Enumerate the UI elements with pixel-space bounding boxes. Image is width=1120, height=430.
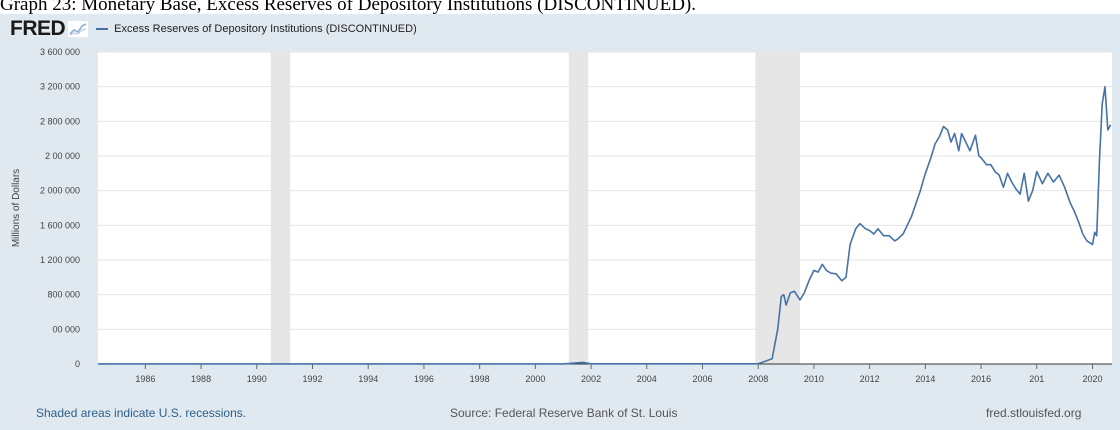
x-tick-label: 2014 <box>915 374 935 384</box>
x-tick-label: 2008 <box>748 374 768 384</box>
chart-header: FRED Excess Reserves of Depository Insti… <box>10 17 417 40</box>
y-axis-ticks: 0 00 000 800 000 1 200 000 1 600 000 2 000 00… <box>40 47 80 369</box>
chart-panel: FRED Excess Reserves of Depository Insti… <box>0 14 1120 430</box>
recession-band <box>755 52 800 364</box>
y-tick-label: 1 200 000 <box>40 255 80 265</box>
source-note: Source: Federal Reserve Bank of St. Loui… <box>450 406 678 420</box>
y-tick-label: 2 800 000 <box>40 116 80 126</box>
x-tick-label: 2020 <box>1082 374 1102 384</box>
x-tick-label: 1992 <box>302 374 322 384</box>
recession-band <box>270 52 291 364</box>
y-tick-label: 3 600 000 <box>40 47 80 57</box>
line-chart: 0 00 000 800 000 1 200 000 1 600 000 2 000 00… <box>11 47 1112 384</box>
x-tick-label: 2002 <box>581 374 601 384</box>
site-link[interactable]: fred.stlouisfed.org <box>986 406 1082 420</box>
recession-band <box>568 52 589 364</box>
x-tick-label: 1994 <box>358 374 378 384</box>
x-tick-label: 2016 <box>971 374 991 384</box>
y-tick-label: 1 600 000 <box>40 220 80 230</box>
legend-line-swatch <box>96 28 109 30</box>
y-axis-label: Millions of Dollars <box>11 169 22 247</box>
x-tick-label: 1990 <box>247 374 267 384</box>
x-tick-label: 1986 <box>135 374 155 384</box>
x-tick-label: 201 <box>1029 374 1044 384</box>
y-tick-label: 00 000 <box>52 324 80 334</box>
legend-series-title[interactable]: Excess Reserves of Depository Institutio… <box>114 23 417 35</box>
x-tick-label: 2004 <box>637 374 657 384</box>
page-caption: Graph 23: Monetary Base, Excess Reserves… <box>0 0 697 15</box>
x-axis-ticks: 1986 1988 1990 1992 1994 1996 1998 2000 2002 2004… <box>135 364 1103 384</box>
x-tick-label: 1996 <box>414 374 434 384</box>
x-tick-label: 1988 <box>191 374 211 384</box>
y-tick-label: 2 000 000 <box>40 186 80 196</box>
recession-note[interactable]: Shaded areas indicate U.S. recessions. <box>36 406 247 420</box>
fred-logo[interactable]: FRED <box>10 17 66 40</box>
y-tick-label: 800 000 <box>47 290 80 300</box>
x-tick-label: 1998 <box>470 374 490 384</box>
x-tick-label: 2010 <box>804 374 824 384</box>
series-line[interactable] <box>98 85 1112 365</box>
y-tick-label: 3 200 000 <box>40 82 80 92</box>
x-tick-label: 2000 <box>525 374 545 384</box>
recession-shading <box>270 52 800 364</box>
plot-area <box>98 52 1112 364</box>
x-tick-label: 2012 <box>860 374 880 384</box>
chart-line-icon <box>68 21 89 37</box>
y-tick-label: 2 00 000 <box>45 151 80 161</box>
x-tick-label: 2006 <box>692 374 712 384</box>
y-tick-label: 0 <box>75 359 80 369</box>
